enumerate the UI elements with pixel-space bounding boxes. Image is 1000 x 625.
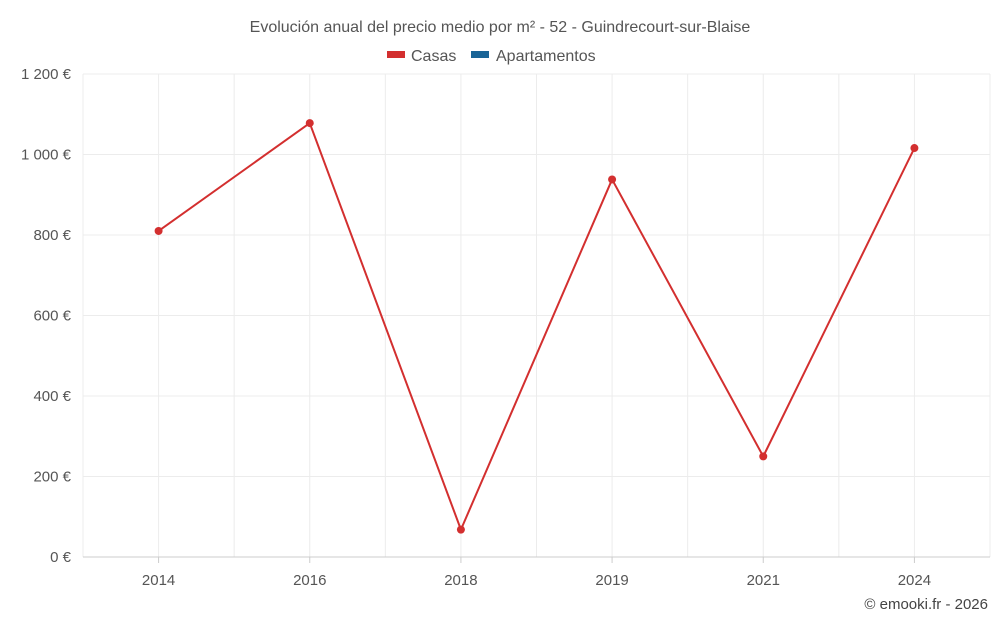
credit-text: © emooki.fr - 2026 bbox=[864, 596, 988, 613]
legend[interactable]: Casas Apartamentos bbox=[387, 48, 596, 65]
chart-title: Evolución anual del precio medio por m² … bbox=[250, 19, 751, 36]
y-tick-label: 1 200 € bbox=[21, 66, 72, 83]
grid bbox=[82, 73, 991, 557]
data-point[interactable] bbox=[759, 452, 768, 461]
y-tick-label: 800 € bbox=[33, 227, 71, 244]
legend-swatch-apartamentos[interactable] bbox=[471, 51, 489, 58]
y-tick-label: 1 000 € bbox=[21, 147, 72, 164]
data-point[interactable] bbox=[456, 525, 465, 534]
y-tick-label: 0 € bbox=[50, 549, 72, 566]
x-tick-label: 2024 bbox=[898, 572, 931, 589]
data-point[interactable] bbox=[154, 226, 163, 235]
y-tick-label: 400 € bbox=[33, 388, 71, 405]
data-point[interactable] bbox=[305, 119, 314, 128]
x-tick-label: 2018 bbox=[444, 572, 477, 589]
legend-label-apartamentos[interactable]: Apartamentos bbox=[496, 48, 596, 65]
y-tick-label: 200 € bbox=[33, 469, 71, 486]
x-tick-label: 2019 bbox=[595, 572, 628, 589]
data-point[interactable] bbox=[910, 144, 919, 153]
legend-swatch-casas[interactable] bbox=[387, 51, 405, 58]
legend-label-casas[interactable]: Casas bbox=[411, 48, 456, 65]
y-axis: 0 € 200 € 400 € 600 € 800 € 1 000 € 1 200 € bbox=[21, 66, 72, 566]
x-tick-label: 2021 bbox=[747, 572, 780, 589]
data-point[interactable] bbox=[608, 175, 617, 184]
series-line-casas bbox=[158, 122, 916, 531]
x-tick-label: 2014 bbox=[142, 572, 175, 589]
series-layer bbox=[154, 119, 919, 534]
x-tick-label: 2016 bbox=[293, 572, 326, 589]
x-axis: 2014 2016 2018 2019 2021 2024 bbox=[83, 556, 990, 589]
y-tick-label: 600 € bbox=[33, 308, 71, 325]
